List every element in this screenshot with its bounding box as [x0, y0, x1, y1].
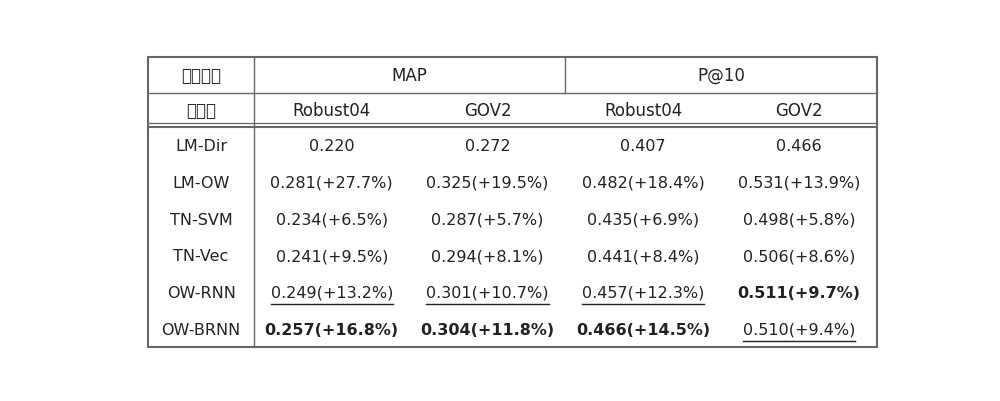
Text: 0.435(+6.9%): 0.435(+6.9%): [587, 212, 699, 227]
Text: TN-SVM: TN-SVM: [170, 212, 232, 227]
Text: 0.510(+9.4%): 0.510(+9.4%): [743, 322, 855, 337]
Text: MAP: MAP: [392, 67, 428, 85]
Text: 0.287(+5.7%): 0.287(+5.7%): [431, 212, 544, 227]
Text: 0.441(+8.4%): 0.441(+8.4%): [587, 249, 699, 263]
Text: 0.301(+10.7%): 0.301(+10.7%): [426, 285, 549, 300]
Text: 0.506(+8.6%): 0.506(+8.6%): [743, 249, 855, 263]
Text: 0.457(+12.3%): 0.457(+12.3%): [582, 285, 704, 300]
Text: Robust04: Robust04: [293, 102, 371, 120]
Text: 0.249(+13.2%): 0.249(+13.2%): [271, 285, 393, 300]
Text: LM-Dir: LM-Dir: [175, 139, 227, 154]
Text: 0.482(+18.4%): 0.482(+18.4%): [582, 175, 705, 190]
Text: 0.272: 0.272: [465, 139, 510, 154]
Text: 评价指标: 评价指标: [181, 67, 221, 85]
Text: 0.257(+16.8%): 0.257(+16.8%): [265, 322, 399, 337]
Text: GOV2: GOV2: [464, 102, 511, 120]
Text: OW-BRNN: OW-BRNN: [161, 322, 241, 337]
Text: Robust04: Robust04: [604, 102, 682, 120]
Text: 0.294(+8.1%): 0.294(+8.1%): [431, 249, 544, 263]
Text: 0.498(+5.8%): 0.498(+5.8%): [743, 212, 855, 227]
Text: LM-OW: LM-OW: [172, 175, 230, 190]
Text: 0.325(+19.5%): 0.325(+19.5%): [426, 175, 549, 190]
Text: 0.304(+11.8%): 0.304(+11.8%): [420, 322, 555, 337]
Text: 数据集: 数据集: [186, 102, 216, 120]
Text: OW-RNN: OW-RNN: [167, 285, 236, 300]
Text: 0.407: 0.407: [620, 139, 666, 154]
Text: 0.531(+13.9%): 0.531(+13.9%): [738, 175, 860, 190]
Text: 0.466: 0.466: [776, 139, 822, 154]
Text: GOV2: GOV2: [775, 102, 823, 120]
Text: P@10: P@10: [697, 67, 745, 85]
Text: 0.281(+27.7%): 0.281(+27.7%): [270, 175, 393, 190]
Text: 0.241(+9.5%): 0.241(+9.5%): [276, 249, 388, 263]
Text: 0.220: 0.220: [309, 139, 355, 154]
Text: 0.511(+9.7%): 0.511(+9.7%): [737, 285, 860, 300]
Text: 0.234(+6.5%): 0.234(+6.5%): [276, 212, 388, 227]
Text: TN-Vec: TN-Vec: [173, 249, 229, 263]
Text: 0.466(+14.5%): 0.466(+14.5%): [576, 322, 710, 337]
